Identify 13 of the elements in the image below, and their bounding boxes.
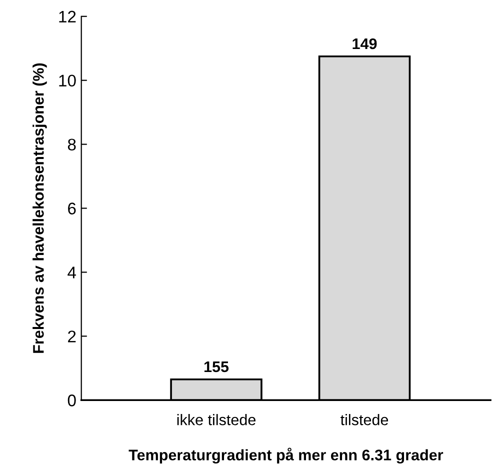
y-tick-label: 4 — [68, 266, 76, 278]
y-tick-label: 2 — [68, 330, 76, 342]
y-tick-label: 12 — [59, 10, 76, 22]
y-axis-title: Frekvens av havellekonsentrasjoner (%) — [32, 63, 47, 353]
annotation: 149 — [352, 38, 377, 50]
y-tick-label: 8 — [68, 138, 76, 151]
y-tick-label: 6 — [68, 202, 76, 214]
y-tick-label: 0 — [68, 394, 76, 406]
y-tick-label: 10 — [59, 74, 76, 87]
annotation: 155 — [204, 362, 229, 372]
x-axis-title: Temperaturgradient på mer enn 6.31 grader — [128, 448, 444, 464]
x-tick-label: tilstede — [340, 414, 388, 426]
x-tick-label: ikke tilstede — [177, 414, 256, 426]
